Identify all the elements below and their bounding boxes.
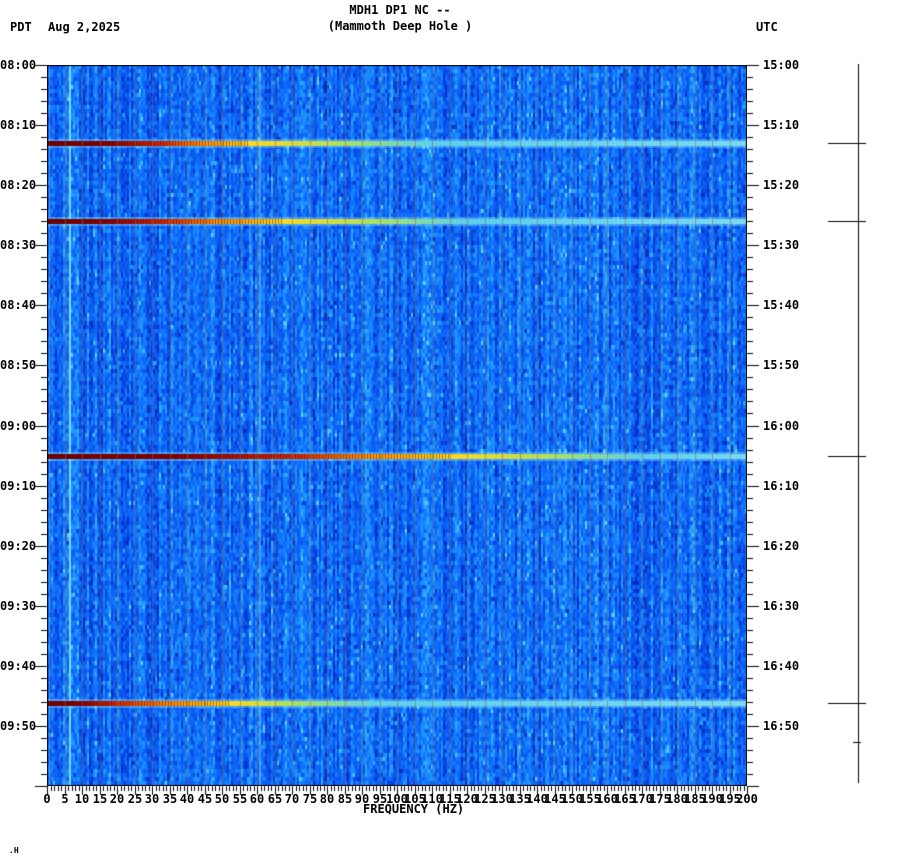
freq-tick-label: 80 [319, 792, 335, 806]
freq-tick-label: 135 [509, 792, 531, 806]
pdt-time-label: 08:20 [0, 178, 37, 192]
timezone-left-label: PDT [10, 20, 32, 34]
pdt-time-label: 08:00 [0, 58, 37, 72]
freq-tick-label: 125 [474, 792, 496, 806]
utc-time-label: 15:20 [763, 178, 800, 192]
freq-tick-label: 95 [372, 792, 388, 806]
pdt-time-label: 09:20 [0, 539, 37, 553]
freq-tick-label: 120 [456, 792, 478, 806]
freq-tick-label: 55 [232, 792, 248, 806]
freq-tick-label: 50 [214, 792, 230, 806]
freq-tick-label: 90 [354, 792, 370, 806]
freq-tick-label: 100 [386, 792, 408, 806]
pdt-time-label: 08:50 [0, 358, 37, 372]
freq-tick-label: 65 [267, 792, 283, 806]
freq-tick-label: 40 [179, 792, 195, 806]
station-subtitle: (Mammoth Deep Hole ) [327, 19, 473, 33]
freq-tick-label: 175 [649, 792, 671, 806]
utc-time-label: 16:50 [763, 719, 800, 733]
freq-tick-label: 140 [526, 792, 548, 806]
utc-time-label: 15:00 [763, 58, 800, 72]
freq-tick-label: 75 [302, 792, 318, 806]
freq-tick-label: 25 [127, 792, 143, 806]
freq-tick-label: 190 [701, 792, 723, 806]
pdt-time-label: 08:40 [0, 298, 37, 312]
utc-time-label: 16:00 [763, 419, 800, 433]
freq-tick-label: 70 [284, 792, 300, 806]
freq-tick-label: 60 [249, 792, 265, 806]
utc-time-label: 15:40 [763, 298, 800, 312]
freq-tick-label: 160 [596, 792, 618, 806]
freq-tick-label: 180 [666, 792, 688, 806]
freq-tick-label: 105 [404, 792, 426, 806]
freq-tick-label: 10 [74, 792, 90, 806]
pdt-time-label: 08:10 [0, 118, 37, 132]
freq-tick-label: 155 [579, 792, 601, 806]
freq-tick-label: 170 [631, 792, 653, 806]
freq-tick-label: 150 [561, 792, 583, 806]
utc-time-label: 16:40 [763, 659, 800, 673]
spectrogram-plot [47, 65, 747, 786]
pdt-time-label: 09:40 [0, 659, 37, 673]
pdt-time-label: 09:50 [0, 719, 37, 733]
station-title: MDH1 DP1 NC -- [349, 3, 451, 17]
freq-tick-label: 110 [421, 792, 443, 806]
freq-tick-label: 130 [491, 792, 513, 806]
freq-tick-label: 185 [684, 792, 706, 806]
freq-tick-label: 15 [92, 792, 108, 806]
pdt-time-label: 09:00 [0, 419, 37, 433]
x-axis-title: FREQUENCY (HZ) [363, 802, 465, 816]
utc-time-label: 15:30 [763, 238, 800, 252]
freq-tick-label: 200 [736, 792, 758, 806]
pdt-time-label: 09:10 [0, 479, 37, 493]
freq-tick-label: 5 [61, 792, 69, 806]
utc-time-label: 16:20 [763, 539, 800, 553]
utc-time-label: 15:50 [763, 358, 800, 372]
freq-tick-label: 145 [544, 792, 566, 806]
freq-tick-label: 0 [43, 792, 51, 806]
freq-tick-label: 85 [337, 792, 353, 806]
utc-time-label: 16:10 [763, 479, 800, 493]
freq-tick-label: 45 [197, 792, 213, 806]
pdt-time-label: 09:30 [0, 599, 37, 613]
corner-mark: .H [9, 846, 19, 855]
pdt-time-label: 08:30 [0, 238, 37, 252]
freq-tick-label: 30 [144, 792, 160, 806]
freq-tick-label: 165 [614, 792, 636, 806]
freq-tick-label: 20 [109, 792, 125, 806]
utc-time-label: 16:30 [763, 599, 800, 613]
timezone-right-label: UTC [756, 20, 778, 34]
freq-tick-label: 35 [162, 792, 178, 806]
freq-tick-label: 115 [439, 792, 461, 806]
freq-tick-label: 195 [719, 792, 741, 806]
date-label: Aug 2,2025 [48, 20, 121, 34]
utc-time-label: 15:10 [763, 118, 800, 132]
